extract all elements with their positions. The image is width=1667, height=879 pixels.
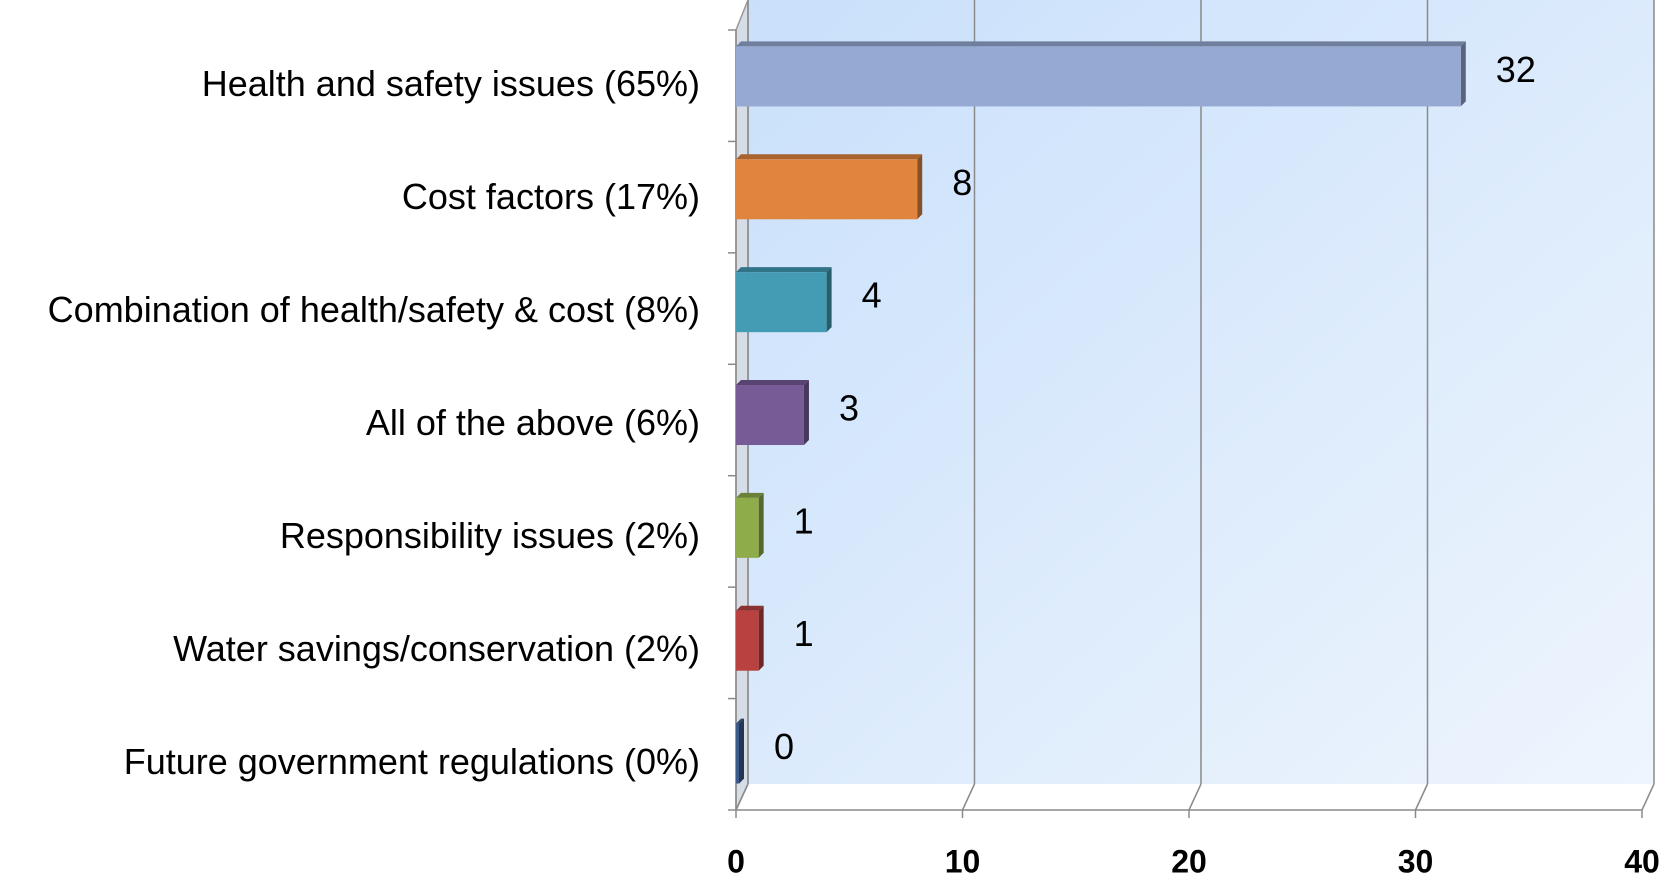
bar xyxy=(736,272,827,333)
grid-line xyxy=(961,783,976,811)
bar-side xyxy=(917,154,923,220)
y-tick-label: Future government regulations (0%) xyxy=(123,740,700,782)
bar xyxy=(736,497,759,558)
bar-top xyxy=(736,492,764,498)
grid-line xyxy=(735,783,749,811)
bar-top xyxy=(736,41,1466,47)
bar-side xyxy=(758,492,764,558)
value-label: 1 xyxy=(794,613,814,654)
value-label: 32 xyxy=(1496,49,1536,90)
bar-top xyxy=(736,154,923,160)
bar-top xyxy=(736,718,744,724)
bar-top xyxy=(736,267,832,273)
value-label: 1 xyxy=(794,500,814,541)
grid-line xyxy=(1188,783,1202,811)
x-tick-label: 0 xyxy=(727,843,745,879)
value-label: 8 xyxy=(952,162,972,203)
bar-side xyxy=(1460,41,1466,107)
bar xyxy=(736,610,759,671)
x-tick-label: 20 xyxy=(1171,843,1207,879)
bar-top xyxy=(736,605,764,611)
bar xyxy=(736,723,739,784)
bar-side xyxy=(803,380,809,445)
y-tick-label: All of the above (6%) xyxy=(365,402,700,443)
bar xyxy=(736,46,1461,107)
bar-side xyxy=(739,718,744,784)
y-tick-label: Responsibility issues (2%) xyxy=(279,514,700,556)
y-tick-label: Water savings/conservation (2%) xyxy=(173,627,700,669)
y-tick-label: Health and safety issues (65%) xyxy=(201,63,700,105)
x-tick-label: 10 xyxy=(945,843,981,879)
bar-side xyxy=(758,605,764,671)
y-tick-label: Cost factors (17%) xyxy=(401,176,700,218)
bar xyxy=(736,385,804,445)
value-label: 4 xyxy=(862,275,882,316)
x-tick-label: 30 xyxy=(1398,843,1434,879)
value-label: 0 xyxy=(774,726,794,767)
bar-side xyxy=(826,267,832,333)
value-label: 3 xyxy=(839,388,859,429)
bar xyxy=(736,159,918,220)
bar-top xyxy=(736,380,809,385)
grid-line xyxy=(1641,783,1655,811)
y-tick-label: Combination of health/safety & cost (8%) xyxy=(47,289,700,331)
grid-line xyxy=(1414,783,1429,811)
x-tick-label: 40 xyxy=(1624,843,1660,879)
